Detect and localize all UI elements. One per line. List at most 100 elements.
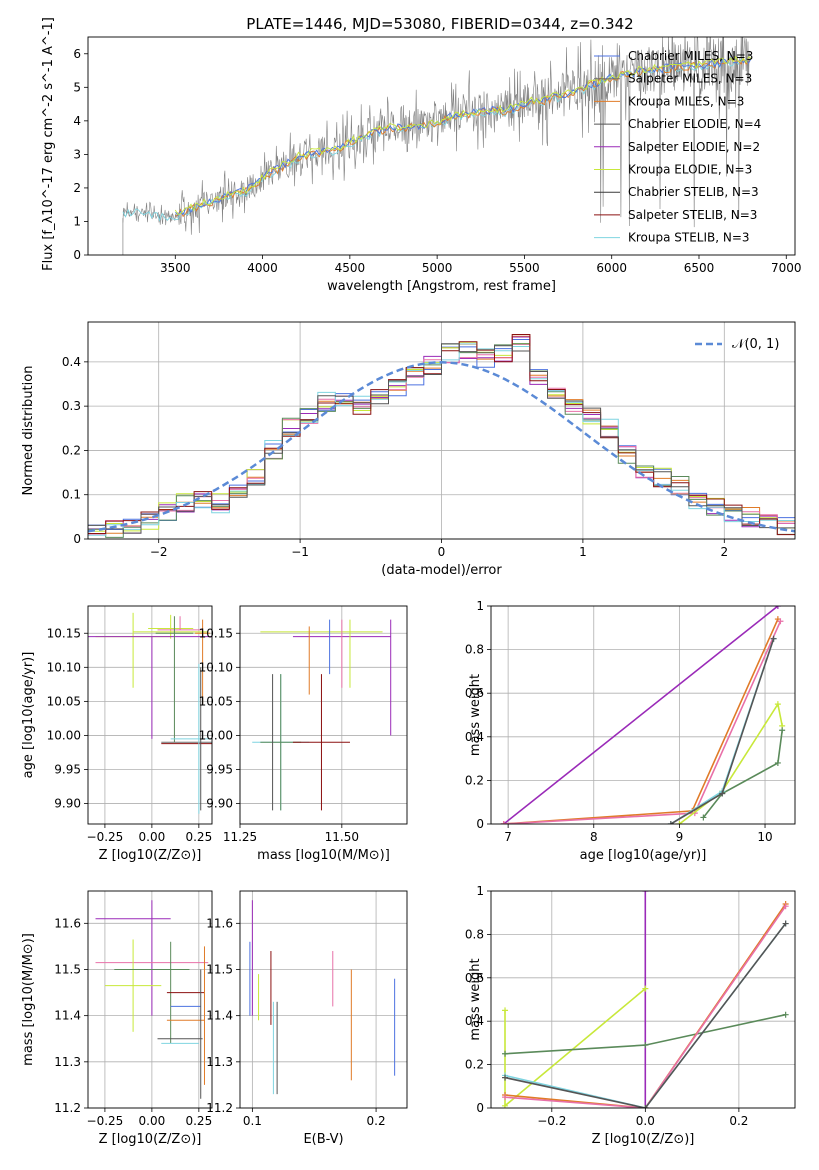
x-axis-label: age [log10(age/yr)] — [580, 848, 707, 863]
x-tick-label: 2 — [720, 545, 728, 559]
panel-weight_vs_Z: −0.2 0.0 0.2 0 0.2 0.4 0.6 0.8 1 Z [log10(Z/Z⊙)] m… — [465, 884, 796, 1147]
y-tick-label: 9.95 — [54, 763, 81, 777]
weight-marker — [700, 814, 707, 821]
weight-marker — [500, 821, 507, 824]
y-tick-label: 10.15 — [47, 626, 81, 640]
y-tick-label: 0.1 — [62, 488, 81, 502]
y-tick-label: 0.8 — [465, 927, 484, 941]
y-tick-label: 3 — [73, 147, 81, 161]
x-tick-label: 5000 — [422, 261, 453, 275]
axes-frame — [490, 890, 796, 1109]
y-tick-label: 10.10 — [199, 660, 233, 674]
weight-marker — [774, 606, 781, 609]
panels: 3500 4000 4500 5000 5500 6000 6500 70000123456w… — [21, 17, 802, 1147]
y-tick-label: 0 — [476, 817, 484, 831]
x-tick-label: 7000 — [771, 261, 802, 275]
x-tick-label: −0.25 — [87, 1114, 124, 1128]
y-tick-label: 10.15 — [199, 626, 233, 640]
figure-title: PLATE=1446, MJD=53080, FIBERID=0344, z=0… — [246, 15, 633, 33]
weight-line-s2 — [504, 903, 787, 1108]
x-axis-label: Z [log10(Z/Z⊙)] — [592, 1132, 695, 1147]
weight-marker — [779, 727, 786, 734]
x-axis-label: (data-model)/error — [381, 563, 502, 578]
weight-marker — [719, 790, 726, 797]
weight-marker — [782, 1011, 789, 1018]
spectrum-model-2 — [174, 55, 752, 216]
weight-line-green — [702, 730, 783, 818]
x-tick-label: 7 — [504, 830, 512, 844]
weight-marker — [782, 920, 789, 927]
y-tick-label: 0.8 — [465, 643, 484, 657]
x-tick-label: 5500 — [509, 261, 540, 275]
plot-area — [500, 606, 786, 824]
x-tick-label: 6500 — [684, 261, 715, 275]
y-tick-label: 11.4 — [206, 1009, 233, 1023]
weight-line-s4 — [503, 606, 779, 824]
x-tick-label: 9 — [676, 830, 684, 844]
x-tick-label: 0.2 — [367, 1114, 386, 1128]
panel-age_vs_Z: −0.25 0.00 0.25 9.90 9.95 10.00 10.05 10.10 10.1… — [21, 605, 213, 863]
y-tick-label: 11.5 — [206, 962, 233, 976]
axes-frame — [87, 605, 213, 825]
x-tick-label: 0.25 — [185, 830, 212, 844]
weight-line-pink — [503, 620, 782, 824]
weight-marker — [642, 891, 649, 894]
legend-label: Chabrier ELODIE, N=4 — [628, 117, 761, 131]
weight-marker — [667, 821, 674, 824]
y-tick-label: 2 — [73, 181, 81, 195]
plot-area — [122, 37, 752, 255]
plot-area — [95, 900, 209, 1099]
y-tick-label: 11.5 — [54, 962, 81, 976]
weight-marker — [642, 985, 649, 992]
x-axis-label: mass [log10(M/M⊙)] — [257, 848, 390, 863]
weight-marker — [502, 1074, 509, 1081]
panel-mass_vs_ebv: 0.1 0.2 11.2 11.3 11.4 11.5 11.6 E(B-V) — [206, 890, 408, 1147]
weight-marker — [642, 1042, 649, 1049]
spectrum-model-3 — [174, 55, 752, 216]
weight-marker — [502, 1050, 509, 1057]
y-tick-label: 10.05 — [47, 694, 81, 708]
legend-label: Salpeter STELIB, N=3 — [628, 208, 757, 222]
weight-line-s3 — [504, 923, 787, 1108]
x-tick-label: 4500 — [335, 261, 366, 275]
weight-line-pink — [504, 905, 787, 1108]
y-tick-label: 0.4 — [465, 730, 484, 744]
x-tick-label: −0.2 — [537, 1114, 566, 1128]
x-tick-label: 0.25 — [185, 1114, 212, 1128]
x-axis-label: wavelength [Angstrom, rest frame] — [327, 279, 556, 294]
y-tick-label: 11.6 — [206, 916, 233, 930]
legend-label: Kroupa STELIB, N=3 — [628, 231, 750, 245]
y-tick-label: 0.6 — [465, 971, 484, 985]
x-tick-label: 4000 — [247, 261, 278, 275]
y-tick-label: 11.4 — [54, 1009, 81, 1023]
x-tick-label: 1 — [579, 545, 587, 559]
y-tick-label: 1 — [476, 599, 484, 613]
y-tick-label: 11.6 — [54, 916, 81, 930]
weight-marker — [502, 1094, 509, 1101]
plot-area — [252, 619, 392, 811]
x-tick-label: 6000 — [596, 261, 627, 275]
weight-line-s5 — [678, 701, 783, 824]
y-axis-label: mass [log10(M/M⊙)] — [21, 933, 36, 1066]
x-axis-label: Z [log10(Z/Z⊙)] — [99, 1132, 202, 1147]
normal-curve — [88, 361, 795, 533]
x-tick-label: 0 — [438, 545, 446, 559]
legend-label: Kroupa MILES, N=3 — [628, 94, 744, 108]
y-tick-label: 0.2 — [465, 773, 484, 787]
panel-residuals: −2 −1 0 1 2 0 0.1 0.2 0.3 0.4 (data-model)/error No… — [21, 321, 796, 578]
axes-frame — [87, 890, 213, 1109]
legend-label: 𝒩(0, 1) — [732, 337, 779, 352]
panel-spectrum: 3500 4000 4500 5000 5500 6000 6500 7000 0 1 2 3 4 5 6 w… — [41, 17, 802, 294]
y-tick-label: 1 — [73, 214, 81, 228]
weight-marker — [502, 1007, 509, 1014]
y-tick-label: 0 — [73, 248, 81, 262]
y-axis-label: mass weight — [468, 674, 483, 756]
legend-label: Chabrier STELIB, N=3 — [628, 185, 759, 199]
y-axis-label: Normed distribution — [21, 366, 36, 496]
y-tick-label: 9.90 — [206, 797, 233, 811]
axes-frame — [239, 605, 408, 825]
y-tick-label: 0.2 — [62, 443, 81, 457]
x-tick-label: 0.1 — [243, 1114, 262, 1128]
plot-area — [88, 612, 212, 814]
